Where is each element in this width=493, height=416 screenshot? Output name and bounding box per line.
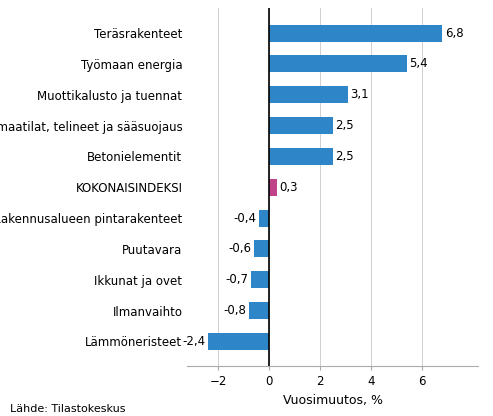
Text: 6,8: 6,8: [445, 27, 463, 40]
Text: -2,4: -2,4: [182, 335, 205, 348]
Bar: [254, 240, 269, 258]
Text: 2,5: 2,5: [335, 150, 354, 163]
Text: 0,3: 0,3: [279, 181, 298, 194]
Bar: [208, 333, 269, 350]
Bar: [269, 86, 348, 103]
Text: -0,8: -0,8: [223, 304, 246, 317]
Bar: [259, 210, 269, 226]
Bar: [269, 179, 277, 196]
Bar: [248, 302, 269, 319]
Text: 2,5: 2,5: [335, 119, 354, 132]
Text: -0,6: -0,6: [228, 243, 251, 255]
Bar: [269, 117, 333, 134]
Bar: [269, 148, 333, 165]
Text: 3,1: 3,1: [351, 88, 369, 101]
Text: Lähde: Tilastokeskus: Lähde: Tilastokeskus: [10, 404, 125, 414]
Bar: [269, 25, 443, 42]
X-axis label: Vuosimuutos, %: Vuosimuutos, %: [283, 394, 383, 407]
Bar: [269, 55, 407, 72]
Text: -0,4: -0,4: [233, 211, 256, 225]
Text: 5,4: 5,4: [409, 57, 428, 70]
Text: -0,7: -0,7: [226, 273, 248, 286]
Bar: [251, 271, 269, 288]
